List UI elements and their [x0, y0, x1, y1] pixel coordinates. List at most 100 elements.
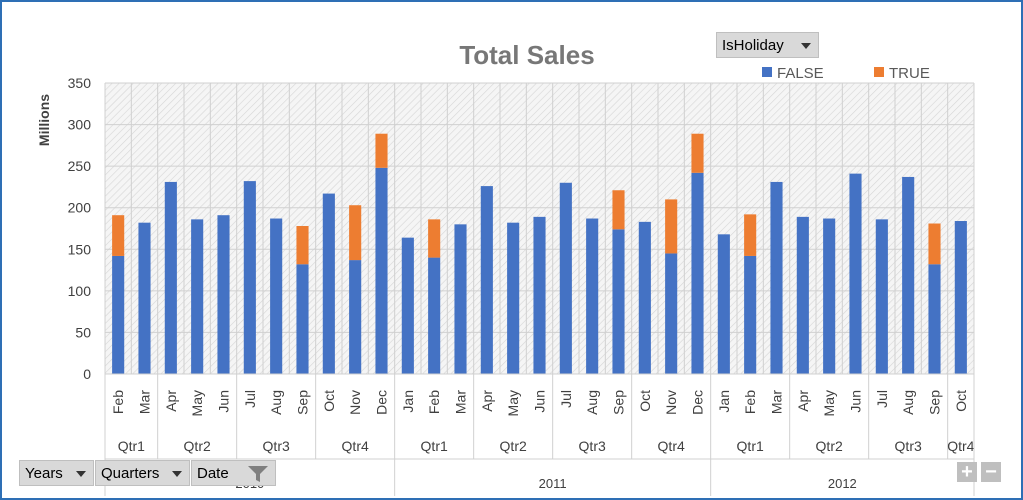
collapse-field-button[interactable]: −	[981, 462, 1001, 482]
chart-title: Total Sales	[459, 40, 594, 70]
x-category-label: Dec	[374, 390, 390, 415]
x-category-label: Sep	[611, 390, 627, 415]
bar-false	[744, 255, 757, 374]
x-category-label: Apr	[479, 390, 495, 412]
y-tick-label: 150	[68, 241, 92, 257]
year-label: 2011	[539, 476, 567, 491]
quarter-label: Qtr3	[895, 438, 922, 454]
x-category-label: Aug	[900, 390, 916, 415]
x-category-label: Jul	[242, 390, 258, 408]
bar-true	[375, 133, 388, 168]
quarter-label: Qtr4	[658, 438, 685, 454]
bar-false	[638, 221, 651, 374]
bar-false	[349, 260, 362, 374]
x-category-label: Jul	[874, 390, 890, 408]
bar-false	[270, 218, 283, 374]
y-tick-label: 0	[83, 366, 91, 382]
bar-true	[112, 215, 125, 256]
y-tick-label: 100	[68, 283, 92, 299]
bar-false	[717, 234, 730, 374]
x-category-label: Aug	[268, 390, 284, 415]
plus-icon: +	[961, 461, 973, 483]
x-category-label: Oct	[321, 390, 337, 412]
bar-false	[243, 181, 256, 374]
legend-label-false: FALSE	[777, 65, 824, 82]
quarter-label: Qtr4	[342, 438, 369, 454]
date-filter-button[interactable]: Date	[191, 460, 276, 486]
legend-swatch-false	[762, 67, 772, 77]
x-category-label: Nov	[347, 390, 363, 415]
x-category-label: Feb	[426, 390, 442, 414]
quarters-filter-button[interactable]: Quarters	[95, 460, 190, 486]
bar-false	[586, 218, 599, 374]
legend-label-true: TRUE	[889, 65, 930, 82]
bar-true	[744, 214, 757, 256]
y-tick-label: 250	[68, 158, 92, 174]
bar-false	[691, 172, 704, 374]
bar-false	[849, 173, 862, 374]
bar-false	[928, 264, 941, 374]
x-category-label: May	[189, 390, 205, 416]
x-category-label: Jan	[716, 390, 732, 413]
bar-false	[954, 221, 967, 374]
x-category-label: Mar	[769, 390, 785, 414]
x-category-label: Apr	[795, 390, 811, 412]
bar-false	[665, 253, 678, 374]
y-axis-label: Millions	[36, 94, 52, 146]
quarter-label: Qtr4	[947, 438, 974, 454]
x-category-label: Aug	[584, 390, 600, 415]
chevron-down-icon	[172, 471, 182, 477]
y-tick-label: 350	[68, 75, 92, 91]
quarters-filter-label: Quarters	[101, 464, 160, 482]
bar-true	[349, 205, 362, 261]
x-category-label: Jan	[400, 390, 416, 413]
bar-false	[507, 222, 520, 374]
bar-true	[612, 190, 625, 230]
bar-false	[796, 216, 809, 374]
quarter-label: Qtr3	[263, 438, 290, 454]
expand-field-button[interactable]: +	[957, 462, 977, 482]
bar-false	[875, 219, 888, 374]
legend-swatch-true	[874, 67, 884, 77]
isholiday-filter-button[interactable]: IsHoliday	[716, 32, 819, 58]
bar-true	[928, 223, 941, 265]
x-category-label: Jun	[532, 390, 548, 413]
bar-true	[428, 219, 441, 258]
bar-false	[770, 181, 783, 374]
bar-false	[322, 193, 335, 374]
bar-false	[480, 186, 493, 374]
x-category-label: Apr	[163, 390, 179, 412]
bar-false	[296, 264, 309, 374]
x-category-label: Sep	[927, 390, 943, 415]
x-category-label: Dec	[690, 390, 706, 415]
x-category-label: Mar	[453, 390, 469, 414]
legend: FALSE TRUE	[762, 65, 930, 82]
quarter-label: Qtr1	[421, 438, 448, 454]
bar-false	[823, 218, 836, 374]
bar-false	[559, 182, 572, 374]
x-category-label: Jul	[558, 390, 574, 408]
quarter-label: Qtr1	[737, 438, 764, 454]
chevron-down-icon	[76, 471, 86, 477]
years-filter-button[interactable]: Years	[19, 460, 94, 486]
isholiday-filter-label: IsHoliday	[722, 36, 784, 54]
minus-icon: −	[985, 461, 997, 483]
quarter-label: Qtr2	[500, 438, 527, 454]
x-category-label: Feb	[110, 390, 126, 414]
x-category-label: Sep	[295, 390, 311, 415]
bar-false	[217, 215, 230, 374]
date-filter-label: Date	[197, 464, 229, 482]
years-filter-label: Years	[25, 464, 63, 482]
bar-false	[454, 224, 467, 374]
x-category-label: Nov	[663, 390, 679, 415]
x-category-label: Oct	[637, 390, 653, 412]
quarter-label: Qtr3	[579, 438, 606, 454]
x-category-label: May	[821, 390, 837, 416]
x-category-label: Oct	[953, 390, 969, 412]
quarter-label: Qtr2	[816, 438, 843, 454]
y-tick-label: 200	[68, 200, 92, 216]
bar-true	[296, 226, 309, 265]
x-category-label: Mar	[137, 390, 153, 414]
bar-true	[665, 199, 678, 254]
